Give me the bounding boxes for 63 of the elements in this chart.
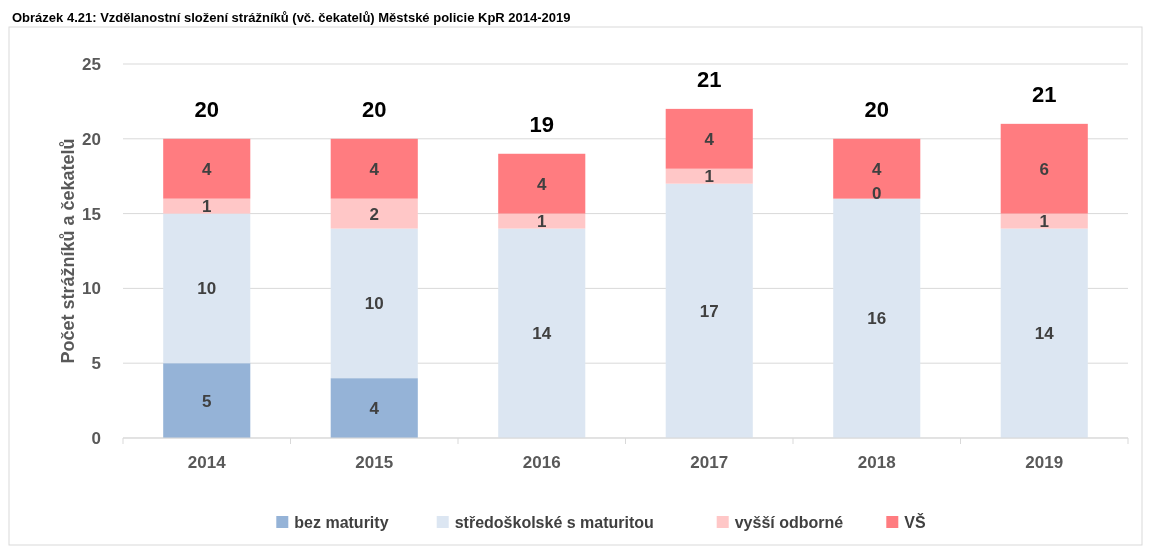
- bar: [163, 213, 251, 364]
- bar: [498, 228, 586, 438]
- data-label: 0: [872, 183, 882, 203]
- bar: [665, 108, 753, 169]
- data-label: 10: [197, 279, 217, 299]
- data-label: 2: [369, 204, 379, 224]
- data-label: 10: [364, 294, 384, 314]
- data-label: 6: [1039, 159, 1049, 179]
- data-label: 17: [699, 301, 719, 321]
- data-label: 4: [872, 159, 883, 179]
- y-tick-label: 0: [91, 428, 101, 448]
- data-label: 14: [532, 324, 552, 344]
- x-tick-label: 2017: [690, 453, 729, 472]
- data-label: 4: [202, 159, 213, 179]
- y-tick-label: 15: [82, 204, 101, 224]
- data-label: 1: [1039, 212, 1049, 232]
- x-tick-label: 2019: [1025, 453, 1064, 472]
- bar: [1000, 228, 1088, 438]
- x-tick-label: 2015: [355, 453, 394, 472]
- legend-label: VŠ: [904, 513, 926, 531]
- bar: [498, 213, 586, 229]
- data-label: 1: [537, 212, 547, 232]
- bar: [833, 198, 921, 438]
- y-tick-label: 5: [91, 354, 101, 374]
- bar: [498, 153, 586, 214]
- data-label: 4: [537, 174, 548, 194]
- data-label: 5: [202, 391, 212, 411]
- data-label: 4: [369, 399, 380, 419]
- bar: [163, 138, 251, 199]
- legend-label: vyšší odborné: [734, 514, 844, 531]
- bar: [330, 198, 418, 229]
- bar: [833, 138, 921, 199]
- x-tick-label: 2016: [522, 453, 561, 472]
- data-label: 1: [202, 197, 212, 217]
- data-label: 16: [867, 309, 887, 329]
- data-label: 1: [704, 167, 714, 187]
- total-label: 20: [194, 96, 219, 122]
- bar: [163, 363, 251, 438]
- bar: [330, 228, 418, 379]
- chart-title: Obrázek 4.21: Vzdělanostní složení strážníků (vč. čekatelů) Městské policie KpR 2014-2019: [12, 10, 571, 25]
- x-tick-label: 2014: [187, 453, 227, 472]
- total-label: 19: [529, 111, 554, 137]
- y-axis-title: Počet strážníků a čekatelů: [58, 138, 78, 364]
- bar: [330, 378, 418, 438]
- y-tick-label: 20: [82, 129, 101, 149]
- bar: [163, 198, 251, 214]
- x-tick-label: 2018: [857, 453, 896, 472]
- legend-label: středoškolské s maturitou: [454, 514, 654, 531]
- bar: [665, 183, 753, 438]
- y-tick-label: 25: [82, 54, 101, 74]
- bar: [1000, 213, 1088, 229]
- bar: [1000, 123, 1088, 214]
- total-label: 20: [362, 96, 387, 122]
- y-tick-label: 10: [82, 279, 101, 299]
- bar: [330, 138, 418, 199]
- total-label: 20: [864, 96, 889, 122]
- data-label: 14: [1034, 324, 1055, 344]
- legend-label: bez maturity: [294, 514, 389, 531]
- data-label: 4: [369, 159, 380, 179]
- data-label: 4: [704, 129, 715, 149]
- total-label: 21: [697, 66, 722, 92]
- total-label: 21: [1032, 81, 1057, 107]
- bar: [665, 168, 753, 184]
